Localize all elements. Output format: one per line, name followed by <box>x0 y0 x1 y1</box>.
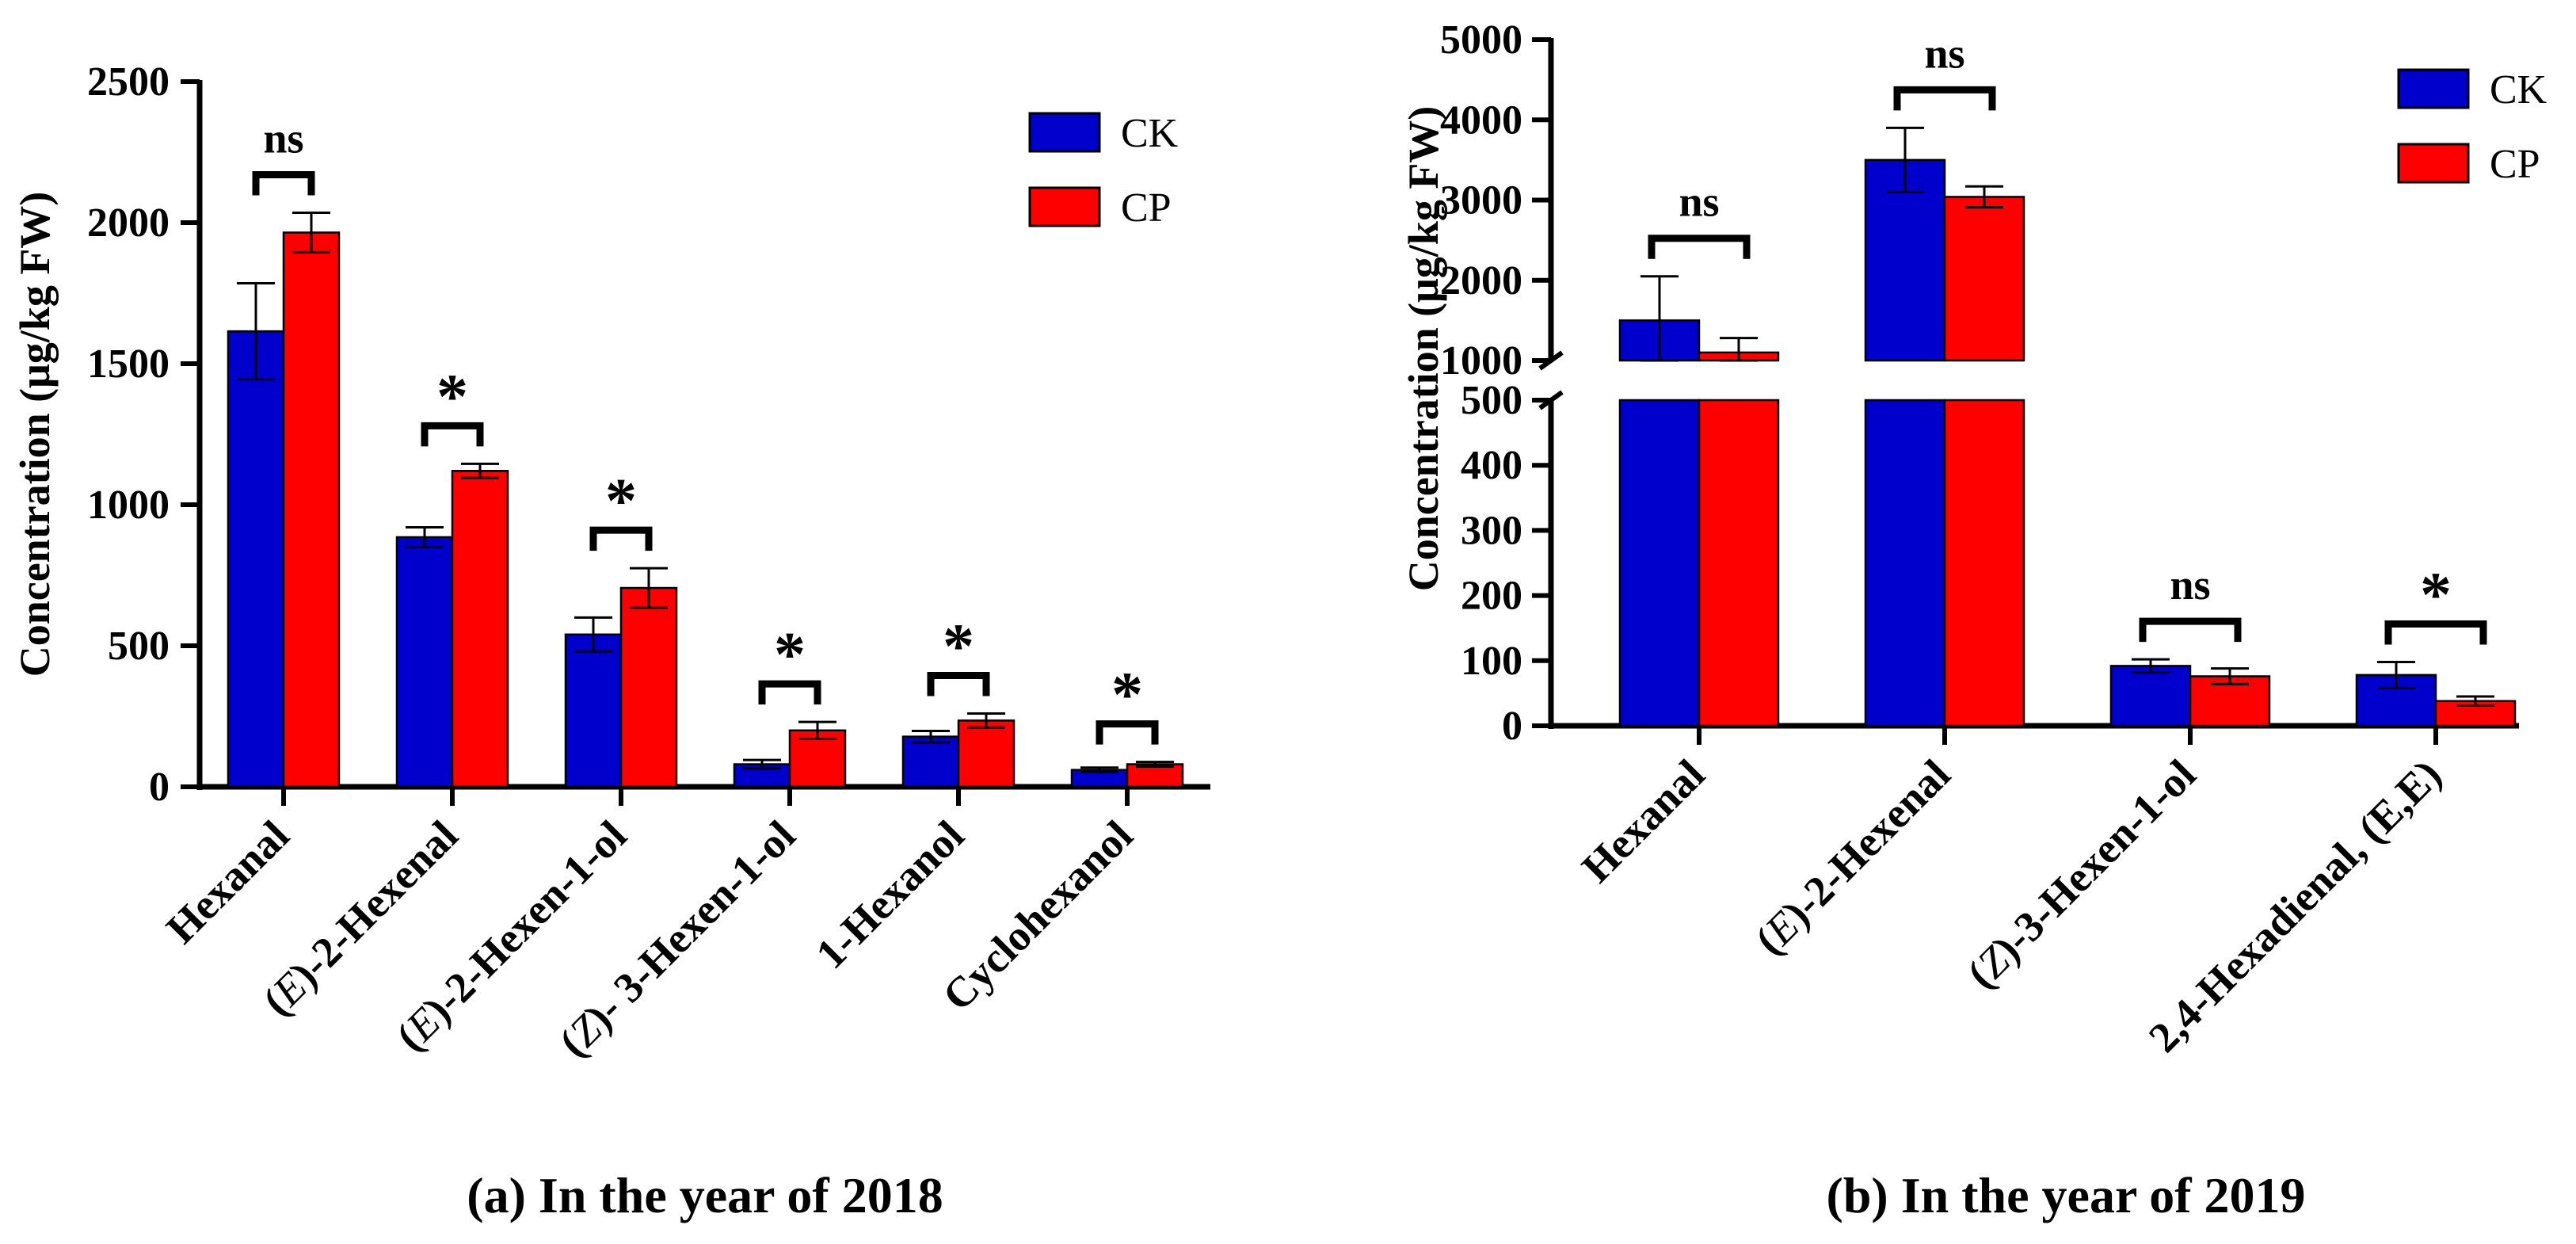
significance-bracket <box>421 422 484 447</box>
legend-label-ck: CK <box>1121 111 1179 156</box>
bar-cp <box>282 231 341 788</box>
category-label: (E)-2-Hexenal <box>1746 750 1959 964</box>
legend-label-cp: CP <box>1121 185 1172 231</box>
significance-bracket <box>252 171 315 196</box>
y-tick-label: 500 <box>108 624 170 669</box>
bar-ck <box>2109 665 2192 727</box>
y-tick-label: 100 <box>1461 639 1522 684</box>
significance-bracket <box>1648 235 1751 259</box>
y-tick-label: 1000 <box>87 483 170 528</box>
legend-swatch-ck <box>2397 68 2470 109</box>
category-label-text: Hexanal <box>1572 750 1713 891</box>
bar-ck-upper-segment <box>1864 158 1946 362</box>
caption: (b) In the year of 2019 <box>1827 1167 2306 1223</box>
y-tick-label: 2000 <box>1440 258 1522 303</box>
bar-cp <box>619 586 678 788</box>
category-label-text: Hexanal <box>157 811 298 952</box>
caption: (a) In the year of 2018 <box>467 1167 943 1223</box>
bar-ck <box>227 330 285 788</box>
significance-label: ns <box>263 115 303 162</box>
legend-swatch-cp <box>2397 143 2470 184</box>
category-label-text: )-3-Hexen-1-ol <box>1985 750 2205 971</box>
legend-label-cp: CP <box>2490 142 2540 187</box>
bar-ck-lower-segment <box>1864 399 1946 727</box>
y-tick-label: 400 <box>1461 443 1522 488</box>
bar-cp-upper-segment <box>1943 196 2025 362</box>
significance-bracket <box>927 671 990 696</box>
significance-label: ns <box>2170 561 2210 609</box>
significance-label: * <box>943 612 974 681</box>
y-tick-label: 4000 <box>1440 97 1522 143</box>
y-tick-label: 5000 <box>1440 17 1522 63</box>
significance-bracket <box>758 680 821 705</box>
y-axis-label: Concentration (μg/kg FW) <box>11 192 59 677</box>
y-tick-label: 0 <box>1502 704 1522 749</box>
bar-ck <box>395 536 454 788</box>
category-label: 1-Hexanol <box>806 811 973 978</box>
panel-a-2018: 0 500 1000 1500 2000 2500 Concentration (μg/kg… <box>11 59 1210 1223</box>
significance-label: * <box>774 620 806 690</box>
legend-swatch-cp <box>1028 186 1101 227</box>
significance-bracket <box>589 526 653 551</box>
bar-cp-lower-segment <box>1943 399 2025 727</box>
legend-swatch-ck <box>1028 112 1101 153</box>
significance-bracket <box>2139 617 2242 643</box>
significance-bracket <box>1893 86 1996 111</box>
bar-cp-lower-segment <box>1698 399 1780 727</box>
significance-label: * <box>2420 560 2452 630</box>
y-tick-label: 1500 <box>87 342 170 387</box>
significance-label: ns <box>1679 178 1719 226</box>
y-tick-label: 0 <box>149 765 170 810</box>
bar-cp <box>451 470 509 788</box>
category-label-text: 1-Hexanol <box>806 811 973 978</box>
significance-bracket <box>1096 720 1159 745</box>
bar-ck <box>901 735 960 788</box>
bar-ck-lower-segment <box>1618 399 1701 727</box>
category-label: (Z)-3-Hexen-1-ol <box>1958 750 2205 998</box>
bar-cp <box>957 719 1016 788</box>
bar-ck <box>564 633 623 788</box>
y-tick-label: 1000 <box>1440 338 1522 384</box>
significance-label: * <box>1111 661 1143 731</box>
significance-label: ns <box>1924 29 1964 77</box>
significance-label: * <box>436 362 468 432</box>
y-tick-label: 3000 <box>1440 178 1522 223</box>
category-label: Hexanal <box>1572 750 1713 891</box>
y-tick-label: 200 <box>1461 574 1522 619</box>
y-tick-label: 2500 <box>87 59 170 105</box>
category-label: Hexanal <box>157 811 298 952</box>
y-tick-label: 2000 <box>87 200 170 246</box>
y-axis-label: Concentration (μg/kg FW) <box>1400 106 1447 592</box>
y-tick-label: 300 <box>1461 508 1522 553</box>
legend-label-ck: CK <box>2490 67 2547 113</box>
category-label-text: )-2-Hexenal <box>1774 750 1959 935</box>
significance-bracket <box>2384 620 2487 645</box>
y-tick-label: 500 <box>1461 378 1522 423</box>
category-label-text: )-2-Hexenal <box>282 811 467 996</box>
significance-label: * <box>605 467 637 536</box>
